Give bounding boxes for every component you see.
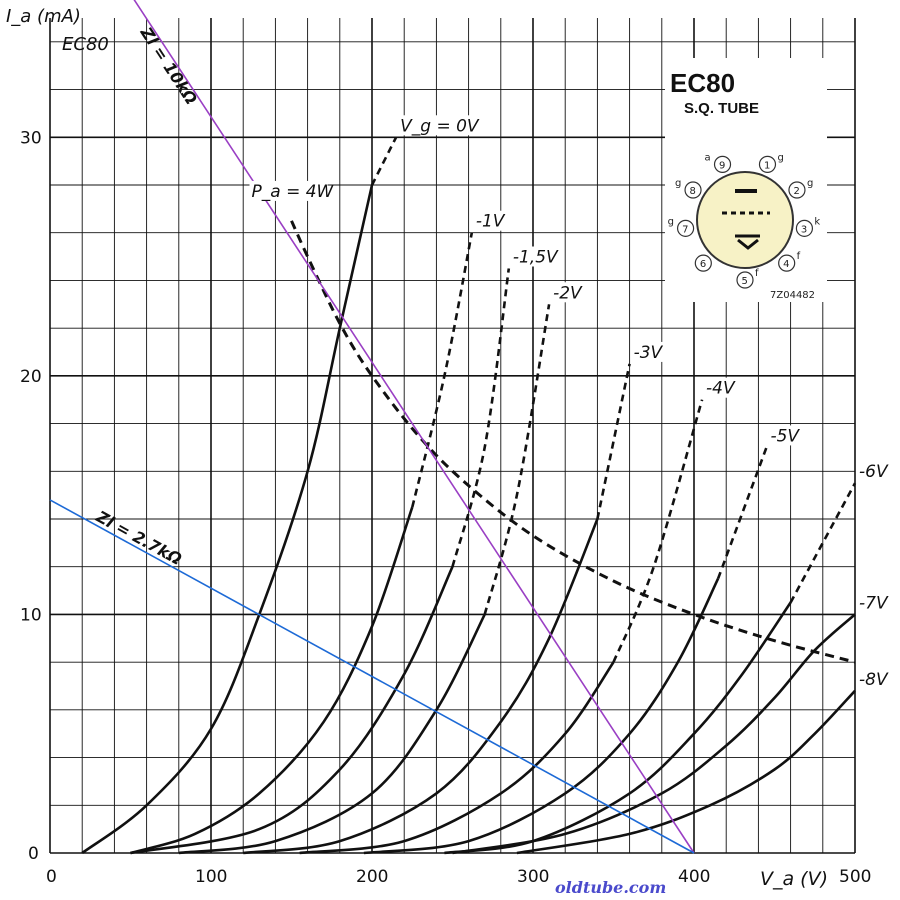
footer-watermark: oldtube.com [555,878,666,897]
curve--4v-dashed [612,399,704,663]
label--1v: -1V [476,212,506,232]
x-tick-label: 100 [195,867,227,887]
curve-vg-0v-solid [81,184,374,855]
label--8v: -8V [859,670,889,690]
major-grid [49,18,856,854]
header-label: EC80 [62,34,109,55]
tube-base-icon [696,171,794,269]
label--4v: -4V [706,379,736,399]
label-zl-10k-: Zl = 10kΩ [136,23,201,108]
load-line-zl-10k- [133,0,695,854]
label-pa-4w: P_a = 4W [252,182,335,202]
curve--2v-solid [178,613,486,855]
label--5v: -5V [770,426,800,446]
label--2v: -2V [553,283,583,303]
y-axis-label: I_a (mA) [6,6,81,27]
label-bg--5v [768,425,802,446]
x-tick-label: 300 [517,867,549,887]
tube-code: 7Z04482 [770,290,815,301]
curve--4v-solid [299,661,615,855]
label-bg--3v [631,341,665,362]
pin-number: 2 [793,186,799,197]
curve--1v-dashed [411,232,474,508]
curve--3v-solid [243,518,599,855]
label-zl-2-7k-: Zl = 2.7kΩ [92,506,185,568]
y-tick-label: 0 [28,844,39,864]
pin-number: 7 [682,224,688,235]
curve--1v-solid [130,506,414,855]
curve--2v-dashed [483,304,551,615]
label-bg--1-5v [510,246,562,267]
pin-number: 3 [801,224,807,235]
label--7v: -7V [859,593,889,613]
y-tick-label: 30 [20,128,42,148]
pin-5-icon [736,271,754,289]
pin-number: 8 [690,186,696,197]
pin-number: 4 [783,259,789,270]
label--6v: -6V [859,462,889,482]
x-tick-label: 0 [46,867,57,887]
label-bg--6v [857,461,890,482]
pin-3-icon [795,219,814,237]
load-line-zl-2-7k- [49,499,695,854]
curve--1-5v-solid [130,566,454,855]
curve-vg-0v-dashed [370,136,398,186]
label-bg--2v [551,282,585,303]
anode-symbol [735,189,757,193]
label--3v: -3V [634,343,664,363]
pin-number: 9 [719,160,725,171]
curve--6v-dashed [789,482,857,604]
curve--5v-solid [363,578,720,855]
pin-number: 1 [764,160,770,171]
curve--7v [452,613,856,855]
pin-signal: k [814,216,820,227]
label-vg-0v: V_g = 0V [400,116,480,136]
label-bg--4v [704,377,738,398]
pin-number: 6 [700,259,706,270]
curve--8v [516,689,856,855]
tube-title: EC80 [670,68,735,98]
y-tick-label: 10 [20,605,42,625]
curve--3v-dashed [596,363,631,520]
x-tick-label: 200 [356,867,388,887]
x-axis-label: V_a (V) [760,868,828,890]
y-tick-label: 20 [20,367,42,387]
label-bg--8v [857,668,890,689]
pin-7-icon [676,219,695,237]
cathode-symbol [735,234,760,250]
pin-signal: g [777,152,783,163]
label-bg--1v [473,210,507,231]
curve--1-5v-dashed [451,268,511,568]
pin-signal: a [705,152,711,163]
load-lines [49,0,695,854]
pin-6-icon [694,254,712,272]
axis-tick-labels: 0 100 200 300 400 500 0 10 20 30 [20,128,871,887]
pin-signal: f [797,251,801,262]
label-bg-pa-4w [249,180,328,201]
pin-signal: g [675,178,681,189]
curve-group [81,136,857,855]
pin-8-icon [684,181,702,199]
label-bg-vg-0v [398,115,477,136]
pin-signal: g [668,216,674,227]
x-tick-label: 500 [839,867,871,887]
label-bg--7v [857,592,890,613]
pin-signal: g [807,178,813,189]
pin-4-icon [778,254,796,272]
tube-subtitle: S.Q. TUBE [684,100,759,117]
pin-2-icon [788,181,806,199]
pin-1-icon [758,155,777,173]
pin-9-icon [713,155,732,173]
label--1-5v: -1,5V [513,248,559,268]
pin-signal: f [755,268,759,279]
curve-pa-4w [290,220,856,664]
curve--5v-dashed [716,446,768,580]
x-tick-label: 400 [678,867,710,887]
pin-number: 5 [742,276,748,287]
